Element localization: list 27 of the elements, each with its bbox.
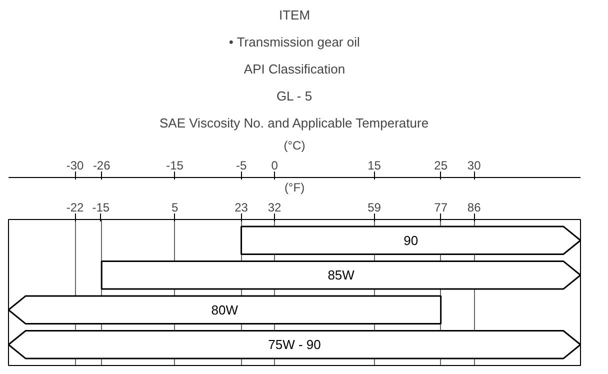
x-tick-label: 15	[368, 158, 382, 172]
y-tick-label: 75W - 90	[268, 337, 321, 352]
x-tick-label: -15	[166, 158, 184, 172]
x-axis-title: (°C)	[284, 138, 306, 152]
x2-axis-title: (°F)	[284, 180, 305, 194]
text: API Classification	[244, 62, 346, 76]
chart-subtitle: • Transmission gear oil	[228, 34, 360, 50]
y-tick-label: 85W	[328, 268, 356, 283]
x-tick-label: -5	[236, 158, 247, 172]
x2-tick-label: 59	[368, 200, 382, 214]
x2-tick-label: 86	[467, 200, 482, 214]
x-tick-label: -30	[66, 158, 84, 172]
y-tick-label: 80W	[211, 302, 239, 318]
x2-tick-label: 23	[234, 200, 248, 214]
x-tick-label: 30	[467, 158, 482, 172]
x2-tick-label: -22	[66, 200, 84, 214]
chart-title: ITEM	[278, 8, 310, 22]
text: SAE Viscosity No. and Applicable Temperature	[159, 116, 429, 130]
x2-tick-label: 77	[434, 200, 448, 214]
x2-tick-label: 5	[171, 200, 178, 214]
x2-tick-label: -15	[92, 200, 110, 214]
text: GL - 5	[276, 88, 312, 104]
x-tick-label: -26	[92, 158, 111, 172]
y-tick-label: 90	[404, 232, 418, 248]
x2-tick-label: 32	[268, 200, 282, 214]
x-tick-label: 0	[271, 158, 278, 172]
x-tick-label: 25	[434, 158, 448, 172]
